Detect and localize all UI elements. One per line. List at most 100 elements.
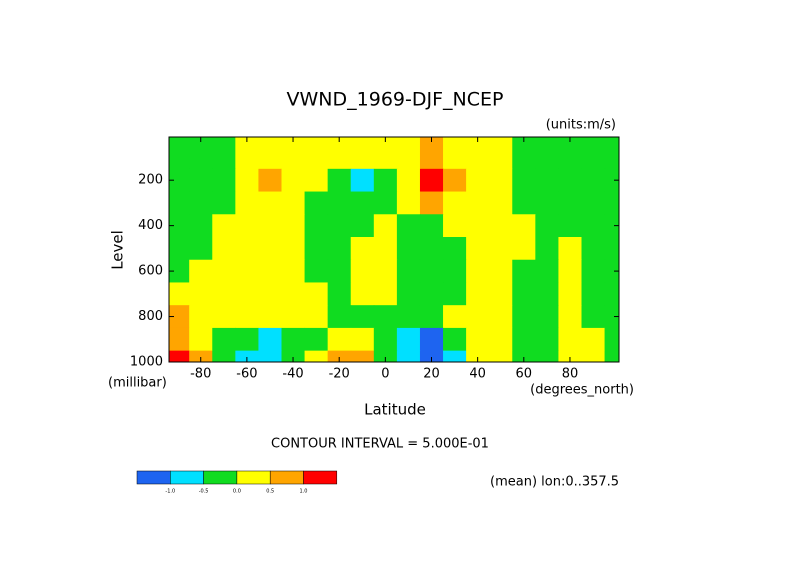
cell <box>373 214 398 238</box>
cell <box>604 237 619 261</box>
colorbar-label: 0.5 <box>266 489 274 495</box>
y-units: (millibar) <box>108 376 167 391</box>
cell <box>581 137 606 170</box>
cell <box>169 237 190 261</box>
x-tick-label: 60 <box>516 367 533 382</box>
cell <box>350 305 375 329</box>
cell <box>604 191 619 215</box>
cell <box>512 259 536 283</box>
cell <box>304 327 329 352</box>
cell <box>373 282 398 306</box>
cell <box>581 168 606 193</box>
cell <box>443 350 467 362</box>
cell <box>304 237 329 261</box>
cell <box>281 282 306 306</box>
cell <box>189 237 213 261</box>
cell <box>604 168 619 193</box>
cell <box>535 327 559 352</box>
cell <box>327 350 352 362</box>
cell <box>258 259 282 283</box>
cell <box>304 259 329 283</box>
cell <box>581 350 606 362</box>
cell <box>512 168 536 193</box>
cell <box>258 214 282 238</box>
cell <box>304 137 329 170</box>
cell <box>189 168 213 193</box>
cell <box>443 137 467 170</box>
cell <box>235 191 259 215</box>
x-tick-label: -80 <box>190 367 211 382</box>
cell <box>419 305 444 329</box>
x-tick-label: 20 <box>423 367 440 382</box>
colorbar-box <box>236 470 271 485</box>
cell <box>489 214 513 238</box>
cell <box>212 237 236 261</box>
cell <box>373 305 398 329</box>
cell <box>281 350 306 362</box>
cell <box>169 168 190 193</box>
colorbar-label: -1.0 <box>165 489 175 495</box>
cell <box>489 350 513 362</box>
cell <box>535 305 559 329</box>
cell <box>396 350 421 362</box>
cell <box>304 214 329 238</box>
cell <box>169 191 190 215</box>
cell <box>558 350 582 362</box>
cell <box>558 168 582 193</box>
cell <box>535 237 559 261</box>
cell <box>235 237 259 261</box>
cell <box>304 350 329 362</box>
cell <box>235 137 259 170</box>
x-tick-label: 40 <box>469 367 486 382</box>
cell <box>327 259 352 283</box>
cell <box>350 237 375 261</box>
cell <box>419 214 444 238</box>
cell <box>512 327 536 352</box>
cell <box>235 327 259 352</box>
cell <box>489 137 513 170</box>
cell <box>350 137 375 170</box>
cell <box>327 137 352 170</box>
x-label: Latitude <box>364 401 426 419</box>
cell <box>235 282 259 306</box>
y-tick-label: 1000 <box>130 355 163 370</box>
cell <box>604 282 619 306</box>
cell <box>189 214 213 238</box>
cell <box>419 168 444 193</box>
colorbar-label: -0.5 <box>199 489 209 495</box>
cell <box>212 191 236 215</box>
colorbar-box <box>303 470 338 485</box>
x-tick-label: 80 <box>562 367 579 382</box>
cell <box>512 137 536 170</box>
cell <box>350 282 375 306</box>
cell <box>396 191 421 215</box>
cell <box>212 350 236 362</box>
cell <box>604 305 619 329</box>
cell <box>258 350 282 362</box>
cell <box>419 237 444 261</box>
cell <box>327 237 352 261</box>
cell <box>304 305 329 329</box>
cell <box>373 259 398 283</box>
cell <box>535 137 559 170</box>
colorbar-box <box>203 470 238 485</box>
cell <box>258 191 282 215</box>
cell <box>189 305 213 329</box>
cell <box>212 259 236 283</box>
cell <box>373 327 398 352</box>
cell <box>396 137 421 170</box>
cell <box>466 191 490 215</box>
cell <box>189 137 213 170</box>
cell <box>558 305 582 329</box>
cell <box>535 259 559 283</box>
cell <box>558 327 582 352</box>
cell <box>189 191 213 215</box>
cell <box>189 259 213 283</box>
cell <box>169 305 190 329</box>
cell <box>281 137 306 170</box>
cell <box>350 168 375 193</box>
cell <box>258 282 282 306</box>
cell <box>327 191 352 215</box>
cell <box>212 168 236 193</box>
cell <box>169 282 190 306</box>
